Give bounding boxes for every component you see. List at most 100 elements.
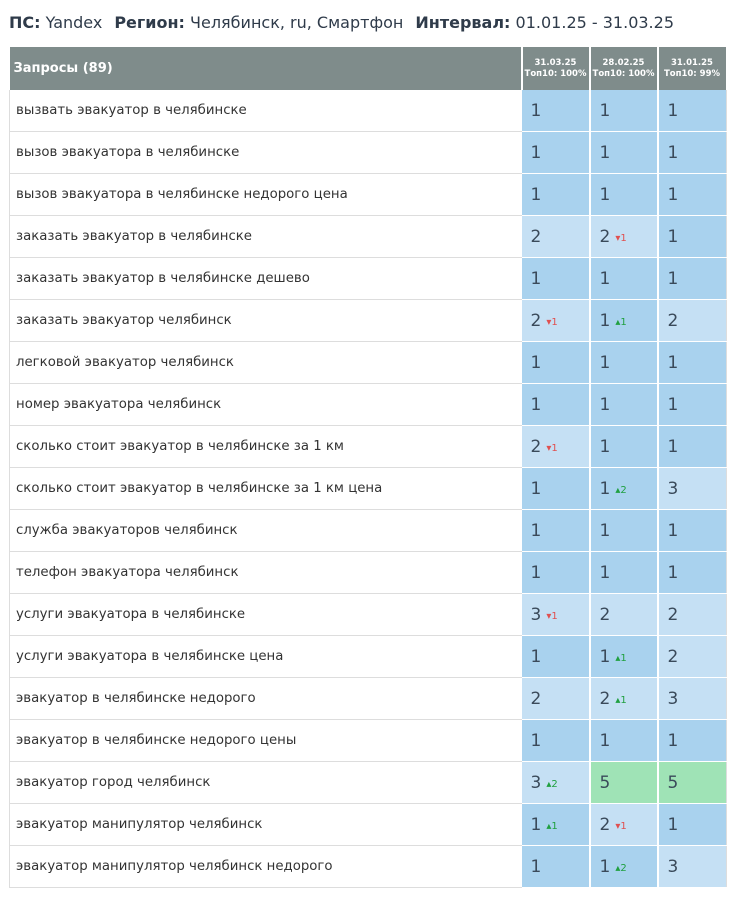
position: 1 [667, 226, 679, 247]
position: 1 [599, 562, 611, 583]
position: 1 [530, 142, 542, 163]
query: услуги эвакуатора в челябинске [9, 593, 522, 636]
position-cell: 2 [589, 593, 659, 636]
position: 3 [530, 772, 542, 793]
position-cell: 1 [589, 509, 659, 552]
position: 1 [667, 184, 679, 205]
position-cell: 1 [657, 131, 727, 174]
ps: Yandex [45, 13, 103, 32]
position: 1 [667, 562, 679, 583]
query-row: телефон эвакуатора челябинск 1 1 1 [9, 551, 727, 594]
position-cell: 21 [589, 677, 659, 720]
query-row: эвакуатор манипулятор челябинск11211 [9, 803, 727, 846]
position-cell: 3 [657, 467, 727, 510]
position-change: 2 [546, 779, 557, 790]
position-change: 1 [546, 443, 557, 454]
position-cell: 21 [521, 299, 591, 342]
position-cell: 1 [521, 90, 591, 132]
position-cell: 21 [521, 425, 591, 468]
column-date: 31.03.25 [534, 57, 577, 68]
query: эвакуатор город челябинск [9, 761, 522, 804]
position-cell: 2 [657, 299, 727, 342]
position: 3 [667, 688, 679, 709]
positions-table: Запросы (89) 31.03.25 Топ10: 100% 28.02.25 Т… [9, 47, 728, 888]
column-top: Топ10: 100% [524, 68, 587, 79]
position-cell: 1 [657, 257, 727, 300]
position: 2 [599, 604, 611, 625]
position: 2 [599, 814, 611, 835]
position-change: 1 [546, 821, 557, 832]
column-header[interactable]: 28.02.25 Топ10: 100% [589, 47, 659, 90]
query-header[interactable]: Запросы (89) [9, 47, 523, 90]
position-cell: 1 [657, 215, 727, 258]
position-cell: 1 [521, 341, 591, 384]
position-cell: 1 [521, 719, 591, 762]
position-cell: 1 [589, 257, 659, 300]
position-cell: 1 [657, 551, 727, 594]
position-cell: 2 [521, 215, 591, 258]
position: 1 [530, 730, 542, 751]
position-cell: 1 [657, 425, 727, 468]
position: 1 [530, 856, 542, 877]
position-cell: 12 [589, 845, 659, 888]
position-cell: 2 [657, 593, 727, 636]
column-header[interactable]: 31.01.25 Топ10: 99% [657, 47, 728, 90]
column-date: 31.01.25 [671, 57, 713, 68]
query-row: сколько стоит эвакуатор в челябинске за … [9, 425, 727, 468]
position: 1 [667, 268, 679, 289]
query-row: эвакуатор манипулятор челябинск недорого… [9, 845, 727, 888]
position: 5 [667, 772, 679, 793]
query: телефон эвакуатора челябинск [9, 551, 522, 594]
report-header: ПС: Yandex Регион: Челябинск, ru, Смартфо… [9, 13, 674, 32]
position: 1 [530, 100, 542, 121]
position-cell: 1 [657, 383, 727, 426]
query-row: вызов эвакуатора в челябинске недорого ц… [9, 173, 727, 216]
position-cell: 5 [589, 761, 659, 804]
position-change: 1 [615, 821, 626, 832]
position-cell: 1 [521, 131, 591, 174]
position-cell: 1 [589, 173, 659, 216]
interval: 01.01.25 - 31.03.25 [515, 13, 674, 32]
query-row: эвакуатор в челябинске недорого2213 [9, 677, 727, 720]
position-cell: 1 [521, 845, 591, 888]
column-header[interactable]: 31.03.25 Топ10: 100% [521, 47, 591, 90]
query: сколько стоит эвакуатор в челябинске за … [9, 467, 522, 510]
query-row: вызвать эвакуатор в челябинске 1 1 1 [9, 90, 727, 132]
position-cell: 1 [657, 90, 727, 132]
query: номер эвакуатора челябинск [9, 383, 522, 426]
position-cell: 32 [521, 761, 591, 804]
position-cell: 1 [589, 131, 659, 174]
position-cell: 3 [657, 677, 727, 720]
position: 1 [667, 814, 679, 835]
query: эвакуатор манипулятор челябинск [9, 803, 522, 846]
position: 2 [599, 688, 611, 709]
position-cell: 21 [589, 803, 659, 846]
position: 1 [599, 142, 611, 163]
position: 1 [667, 730, 679, 751]
position-change: 2 [615, 863, 626, 874]
position: 1 [667, 142, 679, 163]
position: 1 [599, 856, 611, 877]
position: 1 [599, 730, 611, 751]
position-change: 1 [546, 317, 557, 328]
position-cell: 1 [589, 90, 659, 132]
position: 2 [530, 226, 542, 247]
position-change: 2 [615, 485, 626, 496]
position-cell: 11 [521, 803, 591, 846]
position: 2 [530, 688, 542, 709]
query: заказать эвакуатор в челябинске [9, 215, 522, 258]
query-row: вызов эвакуатора в челябинске 1 1 1 [9, 131, 727, 174]
position: 1 [530, 814, 542, 835]
position: 1 [599, 436, 611, 457]
position-cell: 2 [521, 677, 591, 720]
position-cell: 1 [589, 425, 659, 468]
position: 3 [530, 604, 542, 625]
query: вызвать эвакуатор в челябинске [9, 90, 522, 132]
query: служба эвакуаторов челябинск [9, 509, 522, 552]
position: 1 [599, 184, 611, 205]
table-body: вызвать эвакуатор в челябинске 1 1 1 вызов э… [9, 90, 727, 888]
position: 1 [667, 352, 679, 373]
position: 3 [667, 478, 679, 499]
position-cell: 1 [589, 341, 659, 384]
